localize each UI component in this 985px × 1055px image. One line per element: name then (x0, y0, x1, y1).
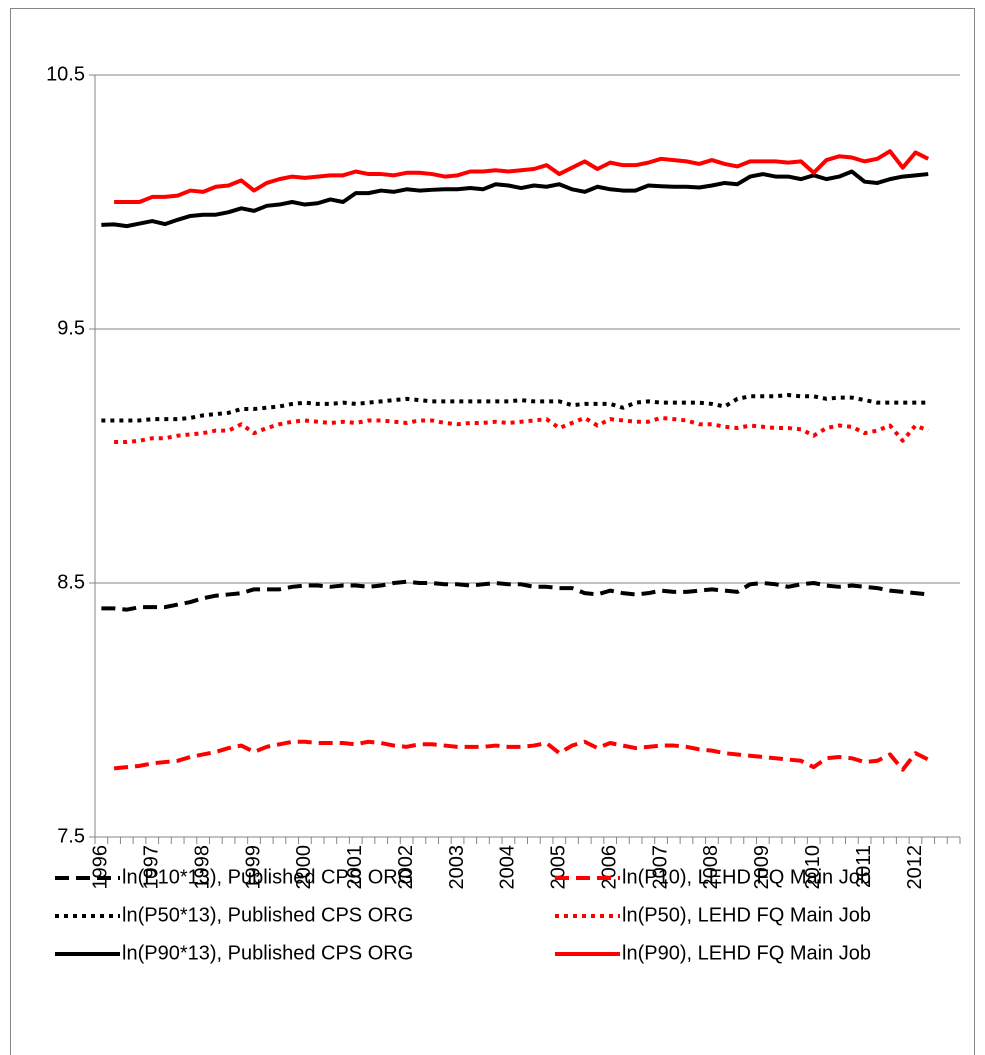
legend-label: ln(P10*13), Published CPS ORG (122, 866, 413, 888)
x-tick-label: 2002 (395, 845, 417, 890)
x-tick-label: 1997 (141, 845, 163, 890)
series-line (114, 415, 929, 445)
y-tick-label: 8.5 (57, 571, 85, 593)
x-tick-label: 2006 (598, 845, 620, 890)
x-tick-label: 2007 (649, 845, 671, 890)
x-tick-label: 2009 (751, 845, 773, 890)
legend-label: ln(P90*13), Published CPS ORG (122, 942, 413, 964)
legend-label: ln(P50), LEHD FQ Main Job (622, 904, 871, 926)
x-tick-label: 2005 (548, 845, 570, 890)
y-tick-label: 7.5 (57, 825, 85, 847)
y-tick-label: 9.5 (57, 317, 85, 339)
x-tick-label: 1999 (242, 845, 264, 890)
legend-label: ln(P90), LEHD FQ Main Job (622, 942, 871, 964)
x-tick-label: 2004 (497, 845, 519, 890)
x-tick-label: 2003 (446, 845, 468, 890)
x-tick-label: 1998 (191, 845, 213, 890)
chart-border (10, 8, 975, 1055)
x-tick-label: 2010 (802, 845, 824, 890)
x-tick-label: 2008 (700, 845, 722, 890)
x-tick-label: 2011 (853, 845, 875, 888)
series-line (101, 393, 929, 423)
x-tick-label: 2012 (904, 845, 926, 890)
x-tick-label: 2000 (293, 845, 315, 890)
legend-label: ln(P10), LEHD FQ Main Job (622, 866, 871, 888)
x-tick-label: 2001 (344, 845, 366, 890)
series-line (114, 149, 930, 204)
series-line (101, 579, 929, 612)
series-line (101, 169, 929, 229)
legend-label: ln(P50*13), Published CPS ORG (122, 904, 413, 926)
x-tick-label: 1996 (90, 845, 112, 890)
y-tick-label: 10.5 (46, 63, 85, 85)
series-line (113, 739, 930, 772)
